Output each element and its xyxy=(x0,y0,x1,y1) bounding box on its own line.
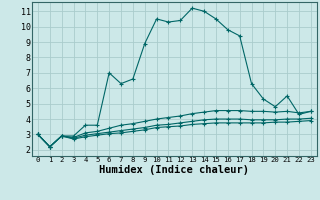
X-axis label: Humidex (Indice chaleur): Humidex (Indice chaleur) xyxy=(100,165,249,175)
